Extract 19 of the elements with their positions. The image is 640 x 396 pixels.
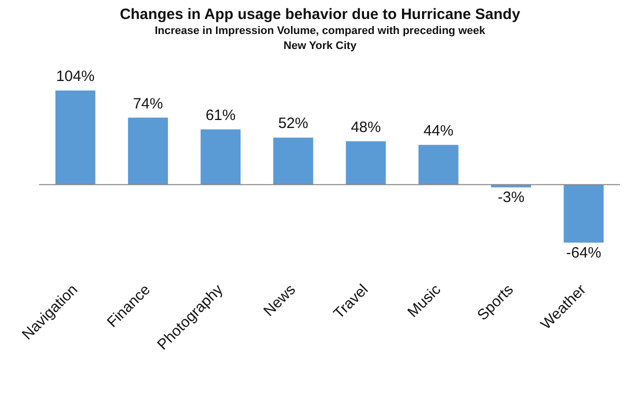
bar <box>418 144 458 185</box>
data-label: 48% <box>350 118 381 136</box>
bar <box>273 138 314 185</box>
bar <box>200 129 241 185</box>
chart-title: Changes in App usage behavior due to Hurricane Sandy <box>118 6 522 23</box>
chart-subtitle: Increase in Impression Volume, compared with preceding week <box>154 25 486 37</box>
bar <box>55 90 96 185</box>
data-label: 104% <box>56 68 95 86</box>
bar <box>128 118 168 185</box>
bar <box>491 184 532 188</box>
bar <box>346 141 386 185</box>
data-label: -64% <box>566 244 602 262</box>
bar <box>564 184 604 243</box>
data-label: 52% <box>278 115 308 132</box>
data-label: 44% <box>423 122 454 140</box>
text: New York City <box>282 40 358 52</box>
data-label: 61% <box>206 107 236 124</box>
data-label: -3% <box>498 189 524 206</box>
data-label: 74% <box>132 95 163 112</box>
